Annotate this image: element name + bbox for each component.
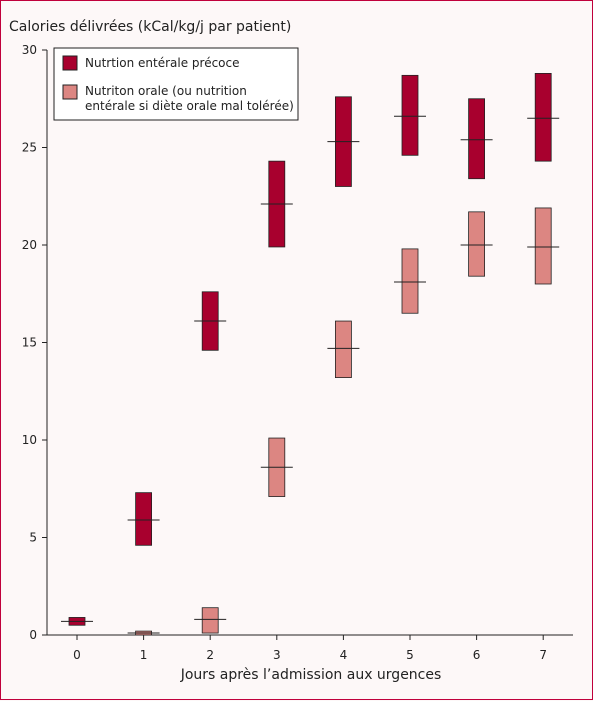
y-axis-title: Calories délivrées (kCal/kg/j par patien… <box>9 19 291 35</box>
x-tick-label-5: 5 <box>406 648 414 662</box>
box-oral-day-4 <box>334 320 352 378</box>
legend-label-oral-line2: entérale si diète orale mal tolérée) <box>85 99 294 113</box>
box-enteral-day-5 <box>401 74 419 156</box>
box-oral-day-7 <box>534 207 552 285</box>
x-tick-label-7: 7 <box>539 648 547 662</box>
x-tick-label-1: 1 <box>140 648 148 662</box>
x-tick-label-2: 2 <box>206 648 214 662</box>
x-tick-label-4: 4 <box>340 648 348 662</box>
x-axis-title: Jours après l’admission aux urgences <box>180 667 442 683</box>
x-tick-label-6: 6 <box>473 648 481 662</box>
box-enteral-day-1 <box>135 492 153 546</box>
plot-area: 0 5 10 15 20 25 30 0 1 2 3 4 5 6 7 <box>22 43 573 662</box>
y-tick-label-5: 5 <box>29 531 37 545</box>
legend: Nutrtion entérale précoce Nutriton orale… <box>53 47 299 121</box>
y-tick-label-10: 10 <box>22 433 37 447</box>
legend-label-enteral: Nutrtion entérale précoce <box>85 56 240 70</box>
y-tick-label-30: 30 <box>22 43 37 57</box>
box-oral-day-6 <box>468 211 486 277</box>
y-tick-label-25: 25 <box>22 141 37 155</box>
x-tick-label-0: 0 <box>73 648 81 662</box>
box-enteral-day-6 <box>468 98 486 180</box>
box-enteral-day-7 <box>534 73 552 162</box>
y-tick-label-0: 0 <box>29 628 37 642</box>
legend-swatch-oral <box>62 84 78 100</box>
y-tick-label-15: 15 <box>22 336 37 350</box>
y-tick-label-20: 20 <box>22 238 37 252</box>
legend-label-oral-line1: Nutriton orale (ou nutrition <box>85 84 247 98</box>
box-oral-day-2 <box>201 607 219 634</box>
x-tick-label-3: 3 <box>273 648 281 662</box>
box-oral-day-5 <box>401 248 419 314</box>
legend-swatch-enteral <box>62 55 78 71</box>
legend-box <box>53 47 299 121</box>
